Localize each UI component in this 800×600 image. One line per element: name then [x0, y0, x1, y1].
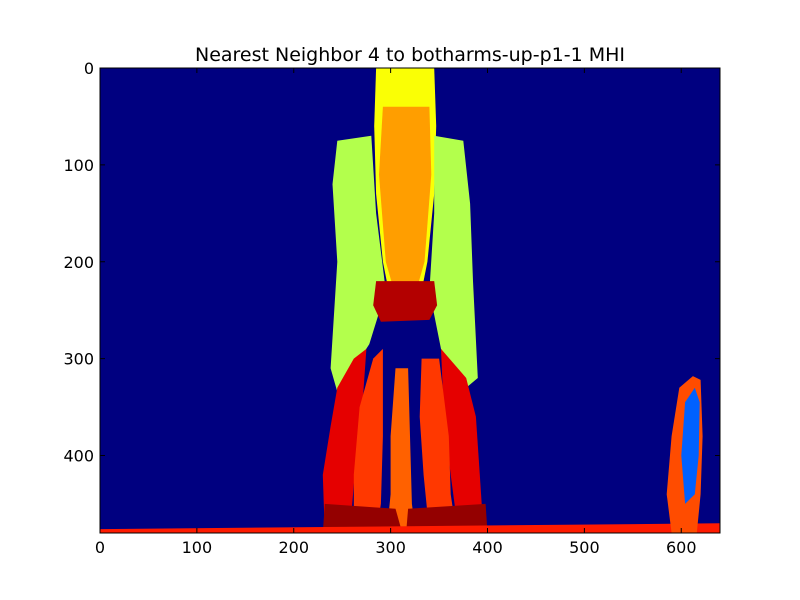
x-tick-label: 100 [182, 538, 213, 557]
region-left-foot [322, 503, 403, 533]
x-tick-label: 500 [569, 538, 600, 557]
x-axis: 0 100 200 300 400 500 600 [95, 68, 697, 557]
region-left-leg-inner [353, 348, 383, 533]
region-hip-band [373, 281, 438, 322]
region-head-column-inner [379, 106, 432, 296]
region-right-leg-outer [441, 348, 484, 533]
y-tick-label: 300 [63, 350, 94, 369]
plot-area [99, 67, 721, 534]
x-tick-label: 0 [95, 538, 105, 557]
y-tick-label: 0 [84, 59, 94, 78]
region-right-torso [429, 135, 478, 388]
x-tick-label: 300 [375, 538, 406, 557]
chart-title: Nearest Neighbor 4 to botharms-up-p1-1 M… [195, 44, 625, 66]
region-floor-strip [100, 523, 720, 533]
region-right-edge-blob-inner [681, 387, 700, 504]
x-tick-label: 200 [278, 538, 309, 557]
y-tick-label: 200 [63, 253, 94, 272]
y-tick-label: 400 [63, 447, 94, 466]
plot-frame [99, 67, 721, 534]
heatmap-regions [100, 68, 720, 533]
region-left-leg-outer [322, 348, 367, 533]
y-tick-label: 100 [63, 156, 94, 175]
x-tick-label: 400 [472, 538, 503, 557]
x-tick-label: 600 [666, 538, 697, 557]
region-right-leg-inner [419, 358, 457, 533]
region-left-torso [330, 135, 386, 403]
region-center-leg [386, 368, 416, 533]
y-axis: 0 100 200 300 400 [63, 59, 720, 466]
